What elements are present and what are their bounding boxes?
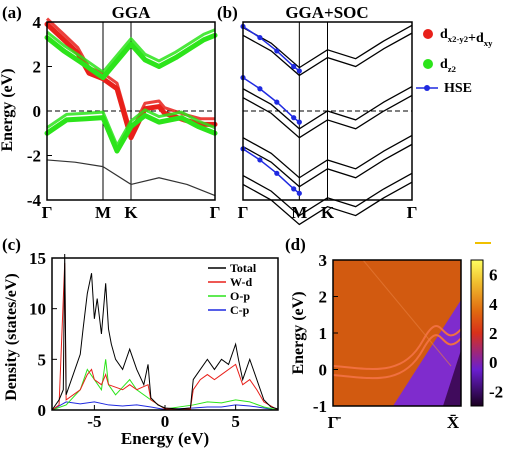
y-tick-label: 4: [33, 13, 42, 32]
colorbar-tick-label: 4: [489, 295, 498, 314]
soc-band: [242, 172, 413, 217]
hse-point: [291, 63, 297, 70]
bulk-band: [362, 259, 452, 367]
x-tick-label: Γ: [42, 203, 53, 222]
legend-marker: [423, 29, 433, 39]
y-tick-label: 0: [38, 401, 47, 420]
x-axis-label: Energy (eV): [121, 429, 209, 448]
hse-point: [274, 48, 280, 54]
band-3: [46, 159, 216, 197]
surface-state: [332, 334, 462, 380]
x-tick-label: 5: [231, 412, 240, 431]
legend-entry-dz2: dz2: [440, 57, 456, 74]
panel-label: (b): [217, 3, 238, 22]
colorbar-tick-label: -2: [489, 382, 503, 401]
colorbar-tick-label: 6: [489, 266, 498, 285]
soc-band: [242, 94, 413, 139]
hse-point: [296, 190, 302, 196]
y-tick-label: 0: [33, 102, 42, 121]
soc-band: [242, 24, 413, 69]
y-axis-label: Energy (eV): [290, 291, 307, 374]
legend-entry: C-p: [230, 303, 250, 317]
band-2-b: [46, 108, 216, 147]
hse-point: [291, 186, 297, 192]
x-tick-label: Γ: [210, 203, 221, 222]
x-tick-label: X̄: [447, 413, 460, 432]
hse-point: [296, 68, 302, 74]
panel-label: (d): [285, 235, 306, 254]
hse-line: [242, 25, 300, 72]
y-tick-label: -2: [27, 147, 41, 166]
colorbar-tick-label: 0: [489, 353, 498, 372]
x-tick-label: Γ̄: [328, 413, 342, 432]
dos-W-d: [51, 263, 279, 411]
soc-band: [242, 143, 413, 188]
dos-C-p: [51, 401, 279, 411]
x-tick-label: Γ: [407, 203, 418, 222]
x-tick-label: Γ: [238, 203, 249, 222]
hse-point: [257, 34, 263, 41]
hse-point: [296, 119, 302, 125]
panel-c: 0 5 10 15 -5 0 5 Energy (eV) Density (states/eV)…: [2, 235, 279, 448]
legend-entry-hse: HSE: [444, 81, 472, 96]
hse-point: [257, 157, 263, 163]
hse-point: [274, 170, 280, 176]
dos-Total: [51, 253, 279, 411]
surface-state: [332, 325, 462, 370]
axes-frame: [242, 21, 413, 201]
legend-entry: O-p: [230, 289, 250, 303]
panel-b: Γ M K Γ GGA+SOC (b) dx2-y2+dxy dz2 HSE: [217, 3, 493, 226]
chart-title: GGA: [112, 3, 151, 22]
legend-entry: Total: [230, 261, 257, 275]
panel-a: -4 -2 0 2 4 Energy (eV) Γ M K Γ GGA (a): [0, 3, 220, 222]
x-tick-label: K: [124, 203, 138, 222]
y-tick-label: 0: [319, 361, 328, 380]
colorbar-tick-label: 2: [489, 324, 498, 343]
y-axis-label: Energy (eV): [0, 68, 16, 151]
y-axis-label: Density (states/eV): [3, 273, 20, 401]
legend-marker: [423, 59, 433, 69]
y-tick-label: 5: [38, 350, 47, 369]
band-2: [44, 112, 218, 154]
soc-band: [242, 134, 413, 179]
y-tick-label: 15: [29, 249, 46, 268]
panel-label: (c): [2, 235, 21, 254]
hse-line: [242, 76, 300, 123]
legend-entry: W-d: [230, 275, 253, 289]
soc-band: [242, 32, 413, 77]
colorbar: [470, 259, 484, 407]
x-tick-label: M: [95, 203, 111, 222]
y-tick-label: 3: [319, 251, 328, 270]
y-tick-label: 2: [33, 58, 42, 77]
dos-O-p: [51, 359, 279, 411]
y-tick-label: 10: [29, 300, 46, 319]
hse-point: [291, 115, 297, 121]
y-tick-label: 1: [319, 324, 328, 343]
heatmap-gap-region: [393, 300, 461, 406]
hse-point: [257, 86, 263, 92]
legend-marker: [424, 85, 430, 91]
x-tick-label: -5: [87, 412, 101, 431]
band-1-b: [46, 28, 216, 74]
x-tick-label: M: [291, 203, 307, 222]
y-tick-label: 2: [319, 288, 328, 307]
x-tick-label: K: [321, 203, 335, 222]
panel-d: -1 0 1 2 3 Γ̄ X̄ Energy (eV) (d) 6 4 2 0 -2: [285, 235, 503, 432]
y-tick-label: -4: [27, 191, 42, 210]
y-tick-label: -1: [313, 397, 327, 416]
chart-title: GGA+SOC: [285, 3, 368, 22]
panel-label: (a): [2, 3, 22, 22]
hse-point: [274, 99, 280, 105]
x-tick-label: 0: [161, 412, 170, 431]
band-1: [44, 32, 218, 81]
heatmap-dark-region: [443, 350, 461, 406]
soc-band: [242, 85, 413, 130]
legend-entry-dx2-y2-dxy: dx2-y2+dxy: [440, 27, 493, 48]
